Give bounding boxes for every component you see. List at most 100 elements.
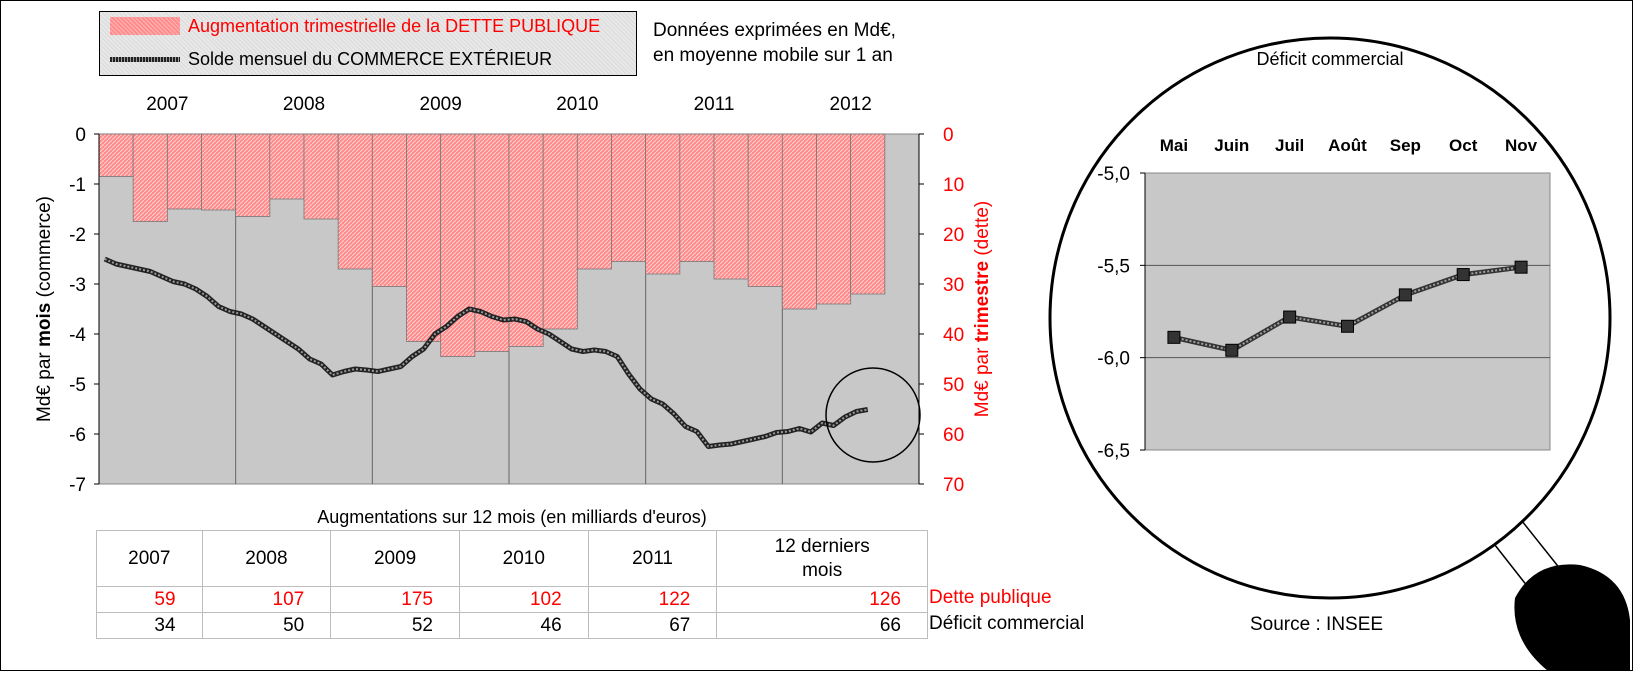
debt-bar <box>269 133 305 200</box>
row-label-trade: Déficit commercial <box>929 613 1085 634</box>
debt-bar <box>576 133 612 270</box>
units-note-line1: Données exprimées en Md€, <box>653 20 896 41</box>
zoom-category-label: Août <box>1328 136 1367 155</box>
zoom-tick-label: -6,0 <box>1097 349 1130 370</box>
zoom-category-label: Juin <box>1214 136 1249 155</box>
zoom-series-line <box>1167 260 1528 357</box>
row-label-debt: Dette publique <box>929 587 1052 608</box>
debt-bar <box>508 133 544 347</box>
zoom-chart-title: Déficit commercial <box>1256 49 1403 69</box>
units-note: Données exprimées en Md€, en moyenne mob… <box>653 18 896 68</box>
table-cell: 67 <box>587 612 718 639</box>
debt-bar <box>132 133 168 222</box>
trade-balance-line <box>103 256 869 449</box>
debt-bar <box>406 133 442 342</box>
year-labels: 2007 2008 2009 2010 2011 2012 <box>146 94 872 115</box>
zoom-category-label: Nov <box>1505 136 1538 155</box>
legend-item-trade: Solde mensuel du COMMERCE EXTÉRIEUR <box>100 47 552 71</box>
zoom-data-point <box>1225 343 1239 357</box>
debt-bar <box>542 133 578 330</box>
year-label: 2009 <box>420 94 462 115</box>
zoom-tick-label: -6,5 <box>1097 441 1130 462</box>
debt-bar <box>645 133 681 275</box>
table-cell: 102 <box>458 586 589 613</box>
table-cell: 50 <box>201 612 332 639</box>
debt-bar <box>781 133 817 310</box>
right-axis-title: Md€ par trimestre (dette) <box>972 201 993 418</box>
units-note-line2: en moyenne mobile sur 1 an <box>653 45 893 66</box>
year-label: 2010 <box>556 94 598 115</box>
table-header-row: 2007 2008 2009 2010 2011 12 derniers mois <box>96 530 928 587</box>
debt-bar <box>850 133 886 295</box>
left-tick-label: -3 <box>69 275 86 296</box>
table-header-cell-last: 12 derniers mois <box>716 530 928 587</box>
debt-bar <box>235 133 271 217</box>
left-tick-label: 0 <box>75 125 86 146</box>
table-header-cell: 2010 <box>458 530 589 587</box>
right-tick-label: 0 <box>943 125 954 146</box>
zoom-data-point <box>1398 288 1412 302</box>
year-label: 2007 <box>146 94 188 115</box>
table-row-trade: 34 50 52 46 67 66 <box>96 612 928 639</box>
right-tick-label: 70 <box>943 475 964 496</box>
left-tick-label: -5 <box>69 375 86 396</box>
table-row-debt: 59 107 175 102 122 126 <box>96 586 928 613</box>
table-cell: 34 <box>96 612 203 639</box>
header-last-line1: 12 derniers <box>774 535 870 557</box>
year-label: 2012 <box>830 94 872 115</box>
table-cell: 175 <box>330 586 460 613</box>
legend-label-debt: Augmentation trimestrielle de la DETTE P… <box>188 15 601 36</box>
zoom-gridlines <box>1145 264 1550 359</box>
table-header-cell: 2008 <box>201 530 332 587</box>
debt-bar <box>440 133 476 357</box>
table-cell: 126 <box>716 586 928 613</box>
right-tick-label: 30 <box>943 275 964 296</box>
table-cell: 46 <box>458 612 589 639</box>
zoom-tick-label: -5,0 <box>1097 164 1130 185</box>
trade-line-inner <box>104 258 868 448</box>
zoom-tick-label: -5,5 <box>1097 256 1130 277</box>
header-last-line2: mois <box>802 559 843 581</box>
legend-item-debt: Augmentation trimestrielle de la DETTE P… <box>100 14 600 38</box>
source-note: Source : INSEE <box>1250 614 1384 635</box>
left-tick-label: -4 <box>69 325 86 346</box>
right-tick-label: 20 <box>943 225 964 246</box>
debt-bar <box>303 133 339 220</box>
debt-bar <box>679 133 715 262</box>
table-cell: 107 <box>201 586 332 613</box>
table-cell: 66 <box>716 612 928 639</box>
zoom-category-label: Sep <box>1390 136 1421 155</box>
left-axis: 0 -1 -2 -3 -4 -5 -6 -7 <box>69 125 100 496</box>
table-header-cell: 2011 <box>587 530 718 587</box>
right-axis: 0 10 20 30 40 50 60 70 <box>918 125 964 496</box>
debt-bar <box>201 133 237 211</box>
debt-bar <box>816 133 852 305</box>
left-axis-title: Md€ par mois (commerce) <box>34 196 55 422</box>
debt-bar <box>611 133 647 262</box>
zoom-category-label: Oct <box>1449 136 1478 155</box>
left-tick-label: -6 <box>69 425 86 446</box>
left-tick-label: -2 <box>69 225 86 246</box>
year-label: 2008 <box>283 94 325 115</box>
year-label: 2011 <box>694 94 735 115</box>
right-tick-label: 60 <box>943 425 964 446</box>
debt-bar <box>98 133 134 177</box>
debt-bar <box>371 133 407 287</box>
zoom-x-axis: Mai Juin Juil Août Sep Oct Nov <box>1160 136 1538 155</box>
table-header-cell: 2009 <box>330 530 460 587</box>
table-title: Augmentations sur 12 mois (en milliards … <box>317 507 707 527</box>
zoom-data-point <box>1514 260 1528 274</box>
zoom-data-point <box>1283 310 1297 324</box>
right-tick-label: 40 <box>943 325 964 346</box>
zoom-y-axis: -5,0 -5,5 -6,0 -6,5 <box>1097 164 1146 462</box>
right-tick-label: 50 <box>943 375 964 396</box>
zoom-data-point <box>1341 319 1354 333</box>
right-tick-label: 10 <box>943 175 964 196</box>
debt-bar <box>713 133 749 280</box>
debt-bar <box>337 133 373 270</box>
zoom-category-label: Mai <box>1160 136 1188 155</box>
legend-swatch-line <box>110 56 180 62</box>
legend-swatch-bars <box>110 17 180 35</box>
